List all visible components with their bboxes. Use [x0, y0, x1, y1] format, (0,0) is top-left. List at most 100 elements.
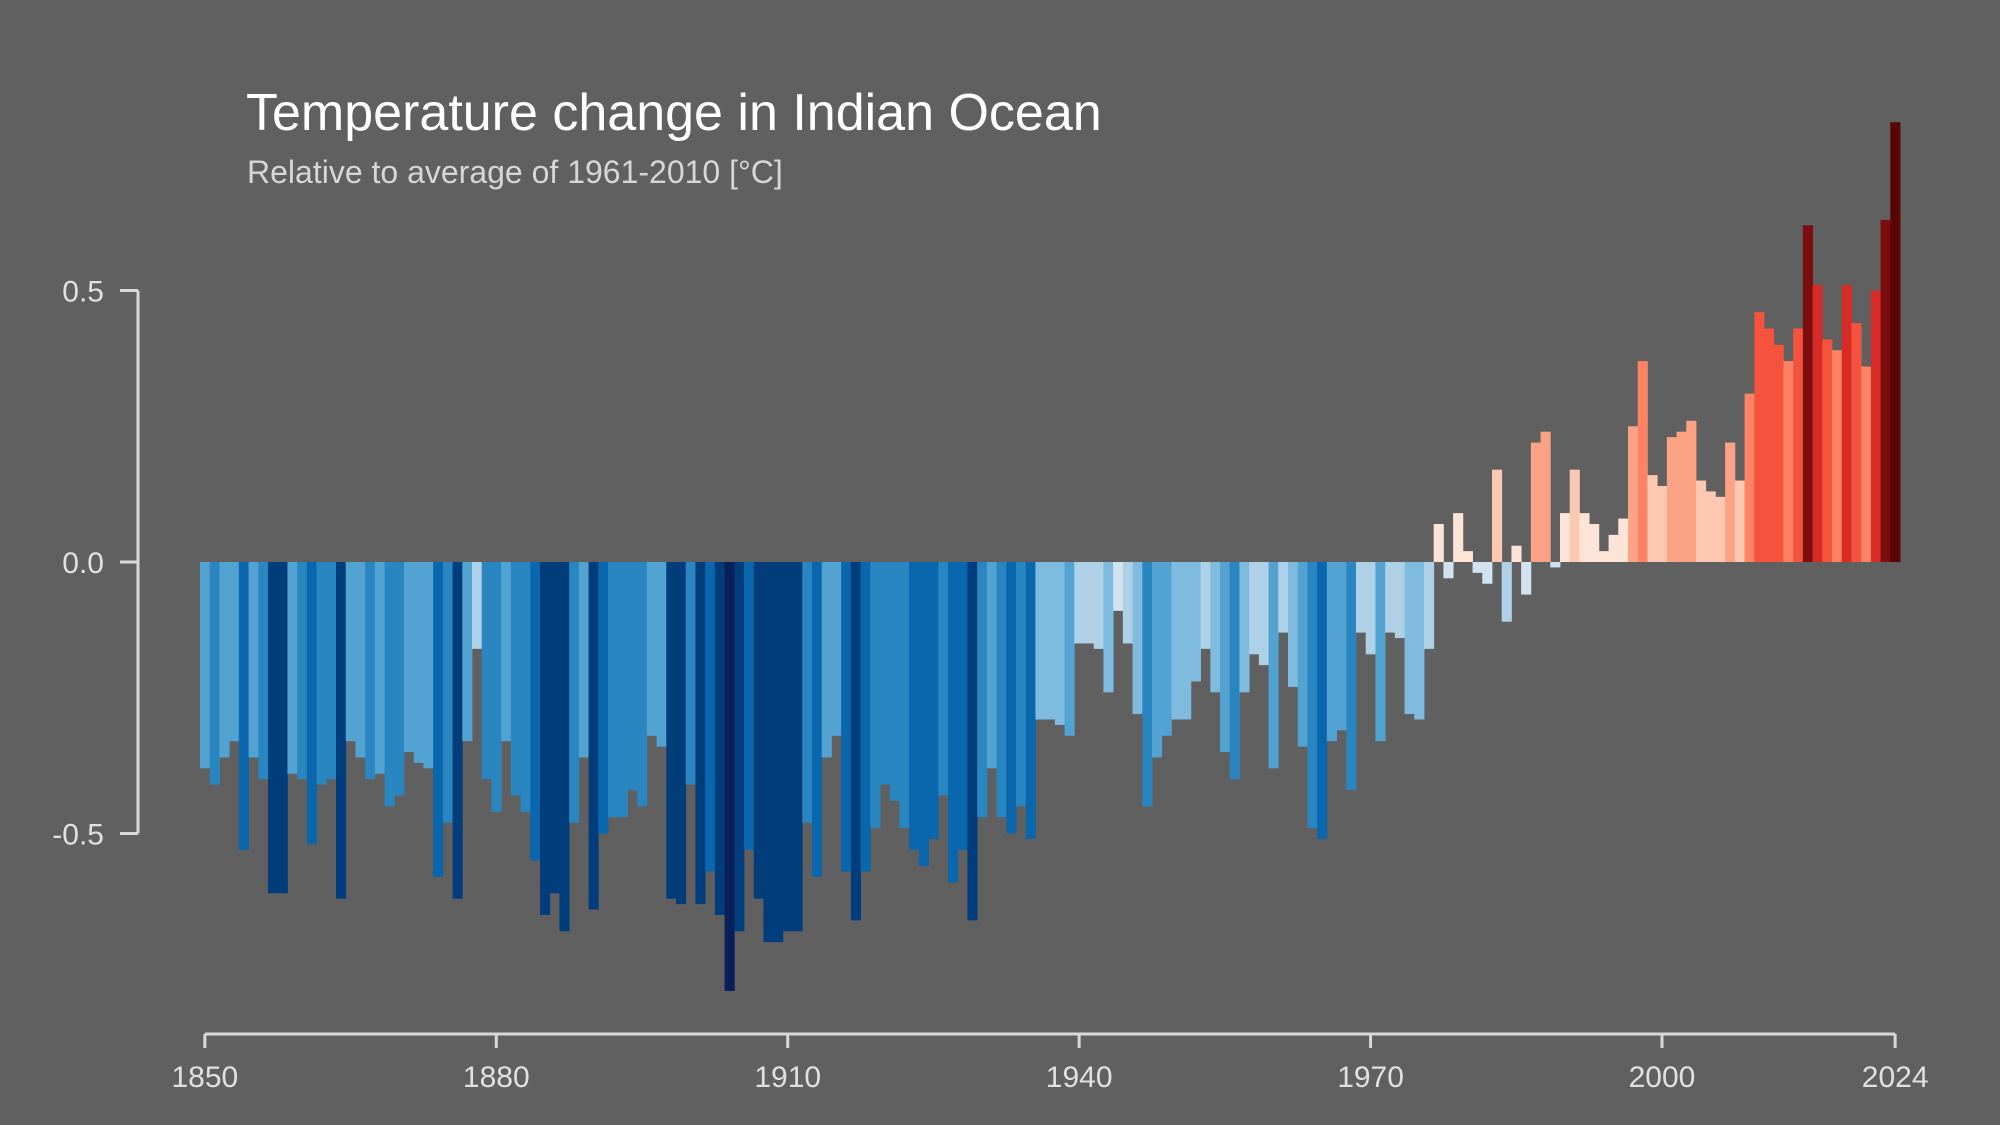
- chart-title: Temperature change in Indian Ocean: [246, 84, 1102, 142]
- bar-1873: [423, 562, 434, 769]
- bar-1925: [928, 562, 939, 839]
- bar-1915: [831, 562, 842, 736]
- bar-2013: [1783, 361, 1794, 562]
- x-tick-label: 1910: [754, 1061, 821, 1094]
- bar-2009: [1744, 393, 1755, 562]
- bar-1966: [1326, 562, 1337, 742]
- bar-1913: [812, 562, 823, 877]
- x-tick-label: 1940: [1046, 1061, 1113, 1094]
- bar-1934: [1016, 562, 1027, 807]
- bar-1992: [1579, 513, 1590, 562]
- bar-1972: [1385, 562, 1396, 633]
- bar-1889: [578, 562, 589, 758]
- bar-1926: [938, 562, 949, 796]
- bar-1897: [656, 562, 667, 747]
- bar-1880: [491, 562, 502, 812]
- bar-2023: [1880, 219, 1891, 562]
- bar-1917: [850, 562, 861, 921]
- bar-1958: [1249, 562, 1260, 655]
- bar-2002: [1676, 431, 1687, 562]
- bar-2021: [1861, 366, 1872, 562]
- bar-2000: [1657, 485, 1668, 562]
- bar-1858: [277, 562, 288, 894]
- x-tick-label: 2024: [1862, 1061, 1929, 1094]
- bar-1903: [714, 562, 725, 915]
- bar-2018: [1832, 350, 1843, 562]
- bar-1933: [1006, 562, 1017, 834]
- bar-1985: [1511, 545, 1522, 562]
- bar-1948: [1152, 562, 1163, 758]
- bar-1970: [1365, 562, 1376, 655]
- bar-1901: [695, 562, 706, 905]
- bar-1993: [1589, 523, 1600, 562]
- bar-1854: [238, 562, 249, 850]
- bar-1906: [744, 562, 755, 850]
- bar-1954: [1210, 562, 1221, 693]
- bar-1861: [306, 562, 317, 845]
- bars-group: [200, 122, 1901, 991]
- bar-1991: [1569, 469, 1580, 562]
- bar-1862: [316, 562, 327, 785]
- bar-1918: [860, 562, 871, 872]
- bar-1942: [1093, 562, 1104, 649]
- bar-1931: [986, 562, 997, 769]
- bar-1950: [1171, 562, 1182, 720]
- bar-1867: [365, 562, 376, 780]
- bar-1895: [637, 562, 648, 807]
- bar-1878: [472, 562, 483, 649]
- bar-2015: [1802, 225, 1813, 562]
- bar-1898: [666, 562, 677, 899]
- bar-1962: [1288, 562, 1299, 687]
- bar-1874: [433, 562, 444, 877]
- bar-1952: [1190, 562, 1201, 682]
- bar-1989: [1550, 562, 1561, 568]
- bar-2004: [1696, 480, 1707, 562]
- bar-2019: [1841, 285, 1852, 562]
- y-tick-label: -0.5: [52, 819, 104, 852]
- bar-1928: [957, 562, 968, 850]
- bar-1971: [1375, 562, 1386, 742]
- bar-1887: [559, 562, 570, 932]
- bar-1980: [1462, 551, 1473, 562]
- bar-1984: [1501, 562, 1512, 622]
- bar-2008: [1734, 480, 1745, 562]
- bar-1947: [1142, 562, 1153, 807]
- bar-1961: [1278, 562, 1289, 633]
- bar-1999: [1647, 475, 1658, 562]
- bar-1983: [1492, 469, 1503, 562]
- bar-1910: [782, 562, 793, 932]
- bar-1937: [1045, 562, 1056, 720]
- bar-1938: [1054, 562, 1065, 725]
- bar-1914: [821, 562, 832, 758]
- bar-1881: [501, 562, 512, 742]
- bar-1893: [617, 562, 628, 818]
- x-tick-label: 1880: [463, 1061, 530, 1094]
- bar-1929: [967, 562, 978, 921]
- bar-1868: [374, 562, 385, 774]
- bar-1994: [1598, 551, 1609, 562]
- bar-1922: [899, 562, 910, 829]
- bar-1945: [1122, 562, 1133, 644]
- bar-1959: [1258, 562, 1269, 666]
- bar-1879: [481, 562, 492, 780]
- bar-2011: [1764, 328, 1775, 562]
- bar-1981: [1472, 562, 1483, 573]
- bar-1940: [1074, 562, 1085, 644]
- bar-1941: [1084, 562, 1095, 644]
- bar-1899: [676, 562, 687, 905]
- bar-1964: [1307, 562, 1318, 829]
- bar-1982: [1482, 562, 1493, 584]
- bar-1923: [909, 562, 920, 850]
- bar-1869: [384, 562, 395, 807]
- bar-1944: [1113, 562, 1124, 611]
- bar-1852: [219, 562, 230, 758]
- chart-subtitle: Relative to average of 1961-2010 [°C]: [247, 154, 783, 190]
- bar-1909: [773, 562, 784, 943]
- bar-2003: [1686, 420, 1697, 562]
- bar-1886: [549, 562, 560, 894]
- bar-2016: [1812, 285, 1823, 562]
- bar-1997: [1628, 426, 1639, 562]
- bar-1866: [355, 562, 366, 758]
- bar-1976: [1424, 562, 1435, 649]
